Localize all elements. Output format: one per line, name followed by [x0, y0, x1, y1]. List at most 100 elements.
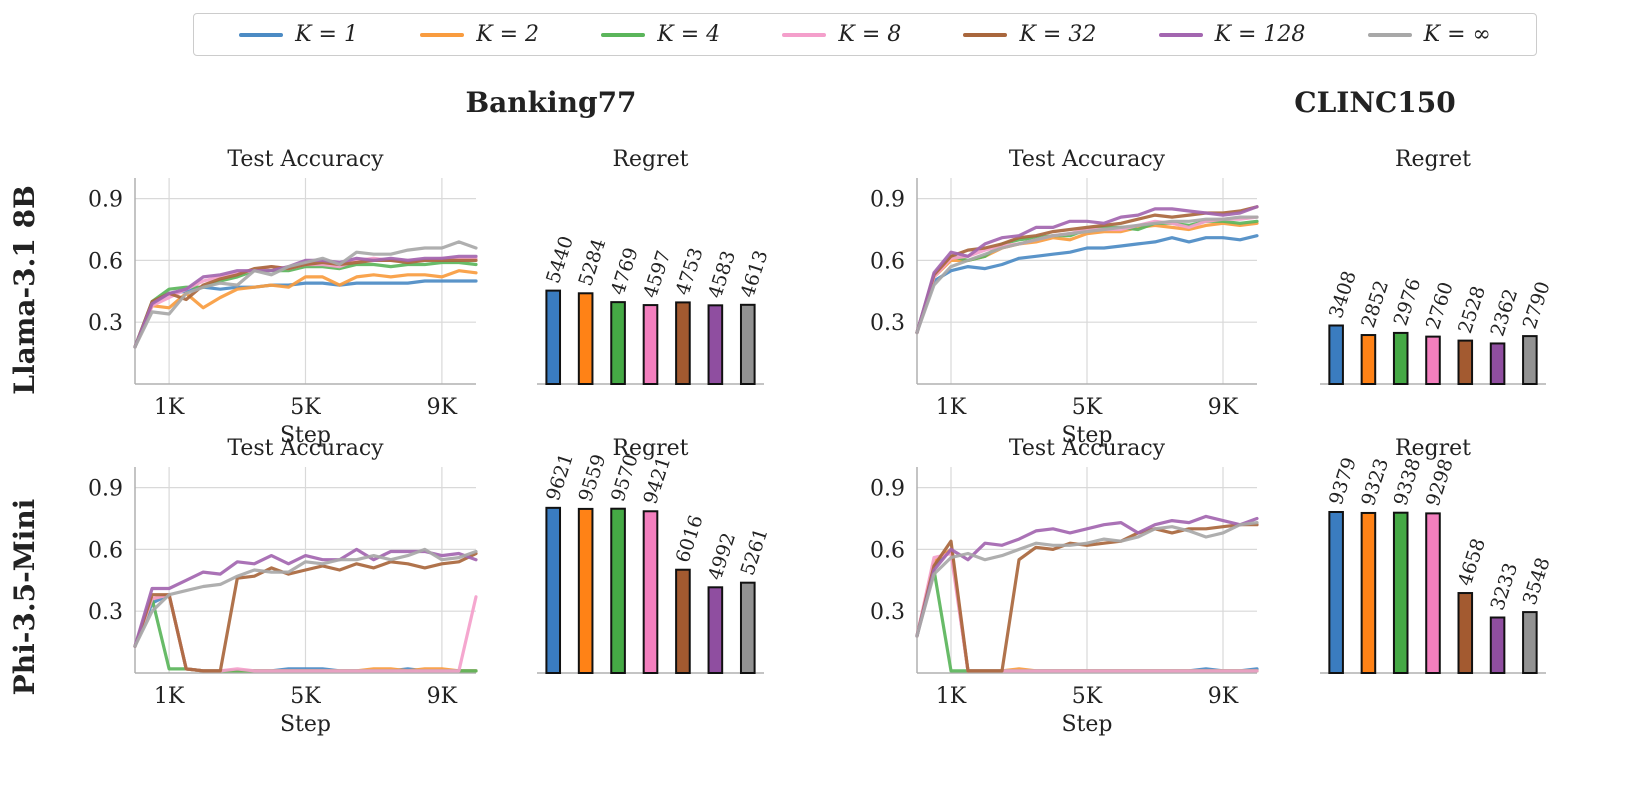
regret-bar — [675, 301, 691, 385]
panel-title: Regret — [612, 436, 688, 461]
regret-bar — [1489, 616, 1506, 675]
bar-value-label: 3548 — [1519, 555, 1555, 608]
regret-bar — [642, 304, 659, 386]
bar-value-label: 3408 — [1325, 268, 1361, 321]
y-tick-label: 0.9 — [88, 188, 123, 213]
y-tick-label: 0.9 — [88, 477, 123, 502]
regret-bar — [1328, 510, 1344, 674]
series-line — [915, 234, 1259, 335]
series-line — [133, 254, 478, 349]
bar-value-label: 9379 — [1325, 455, 1361, 508]
panel-title: Test Accuracy — [227, 147, 384, 172]
regret-bar — [577, 292, 594, 385]
x-tick-label: 1K — [154, 395, 185, 420]
y-tick-label: 0.9 — [870, 477, 905, 502]
dataset-title-banking77: Banking77 — [465, 86, 636, 119]
model-label-llama: Llama-3.1 8B — [8, 185, 41, 394]
x-tick-label: 9K — [427, 684, 458, 709]
y-tick-label: 0.6 — [870, 538, 905, 563]
x-tick-label: 5K — [290, 684, 321, 709]
legend: K = 1 K = 2 K = 4 K = 8 K = 32 K = 128 K = ∞ — [193, 13, 1537, 56]
x-tick-label: 1K — [154, 684, 185, 709]
legend-swatch — [239, 32, 284, 37]
legend-item: K = 128 — [1158, 22, 1306, 47]
legend-item: K = 4 — [601, 22, 720, 47]
accuracy-panel: 0.3 0.6 0.9 1K 5K 9K Test Accuracy Step — [88, 436, 478, 737]
y-tick-label: 0.3 — [88, 600, 123, 625]
panel-title: Test Accuracy — [227, 436, 384, 461]
bar-value-label: 2362 — [1486, 286, 1522, 339]
regret-bar — [739, 303, 756, 386]
bar-value-label: 2790 — [1519, 279, 1555, 332]
series-line — [133, 551, 478, 673]
y-tick-label: 0.3 — [870, 311, 905, 336]
series-line — [133, 240, 478, 349]
series-line — [915, 215, 1259, 335]
accuracy-panel: 0.3 0.6 0.9 1K 5K 9K Test Accuracy Step — [88, 147, 478, 448]
bar-value-label: 9323 — [1357, 456, 1393, 509]
dataset-title-clinc150: CLINC150 — [1294, 86, 1455, 119]
panel-title: Test Accuracy — [1009, 147, 1166, 172]
series-line — [133, 547, 478, 648]
x-tick-label: 9K — [1208, 684, 1239, 709]
regret-bar — [1522, 611, 1538, 674]
y-tick-label: 0.3 — [870, 600, 905, 625]
legend-item: K = 2 — [420, 22, 539, 47]
legend-swatch — [1367, 32, 1412, 37]
panel-title: Regret — [1395, 147, 1471, 172]
regret-bar — [577, 507, 594, 674]
bar-value-label: 9338 — [1390, 455, 1426, 508]
x-tick-label: 5K — [290, 395, 321, 420]
y-tick-label: 0.3 — [88, 311, 123, 336]
panel-title: Regret — [1395, 436, 1471, 461]
x-axis-label: Step — [1061, 423, 1112, 448]
x-tick-label: 1K — [936, 684, 967, 709]
accuracy-panel: 0.3 0.6 0.9 1K 5K 9K Test Accuracy Step — [870, 436, 1259, 737]
regret-bar — [610, 507, 626, 674]
x-tick-label: 1K — [936, 395, 967, 420]
bar-value-label: 9559 — [574, 452, 610, 505]
legend-label: K = 4 — [657, 22, 721, 47]
regret-bar — [545, 289, 562, 386]
legend-item: K = 1 — [239, 22, 358, 47]
series-line — [915, 523, 1259, 673]
regret-bar — [1425, 335, 1441, 385]
regret-bar — [642, 510, 659, 674]
regret-bar — [610, 301, 626, 386]
legend-swatch — [963, 32, 1008, 37]
regret-bar — [739, 581, 756, 674]
bar-value-label: 4658 — [1454, 536, 1490, 589]
legend-label: K = 8 — [838, 22, 902, 47]
regret-bar — [1457, 339, 1474, 385]
legend-swatch — [782, 32, 827, 37]
regret-bar — [545, 506, 562, 675]
legend-label: K = 1 — [295, 22, 358, 47]
regret-bar — [1522, 335, 1538, 386]
bar-value-label: 6016 — [672, 512, 708, 565]
bar-value-label: 9298 — [1422, 456, 1458, 509]
bar-value-label: 2852 — [1357, 278, 1393, 331]
bar-value-label: 4613 — [737, 248, 773, 301]
legend-swatch — [601, 32, 646, 37]
bar-value-label: 5261 — [737, 525, 773, 578]
regret-bar — [1392, 511, 1409, 675]
regret-bar — [1360, 334, 1377, 386]
series-line — [133, 258, 478, 349]
legend-swatch — [1158, 32, 1203, 37]
legend-label: K = 2 — [476, 22, 540, 47]
legend-label: K = 128 — [1214, 22, 1306, 47]
legend-label: K = 32 — [1019, 22, 1097, 47]
regret-bar — [1457, 592, 1474, 674]
panel-title: Regret — [612, 147, 688, 172]
regret-bar — [675, 568, 691, 675]
bar-value-label: 4583 — [704, 248, 740, 301]
bar-value-label: 4753 — [672, 245, 708, 298]
y-tick-label: 0.9 — [870, 188, 905, 213]
accuracy-panel: 0.3 0.6 0.9 1K 5K 9K Test Accuracy Step — [870, 147, 1259, 448]
bar-value-label: 2528 — [1454, 283, 1490, 336]
regret-bar — [707, 586, 724, 675]
regret-bar — [1328, 324, 1344, 386]
bar-value-label: 2976 — [1390, 276, 1426, 329]
